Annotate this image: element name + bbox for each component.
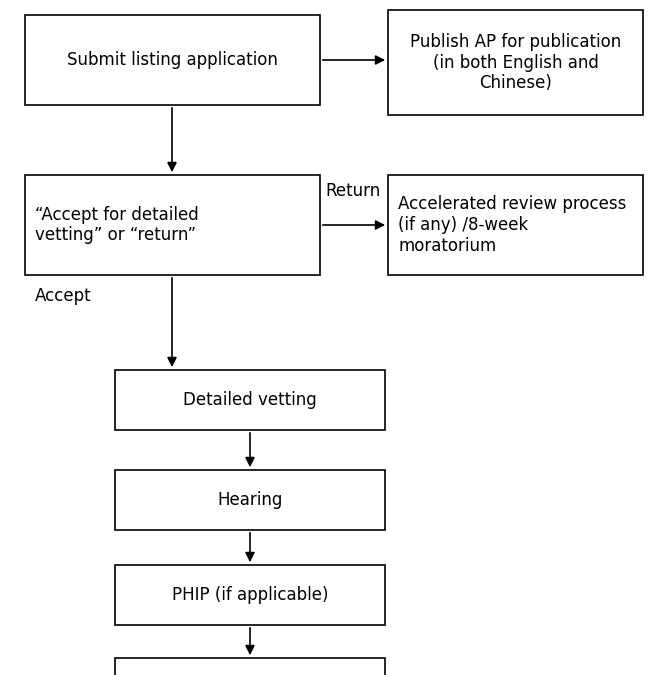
Text: Publish AP for publication
(in both English and
Chinese): Publish AP for publication (in both Engl…: [410, 32, 621, 92]
FancyBboxPatch shape: [25, 175, 320, 275]
FancyBboxPatch shape: [25, 15, 320, 105]
FancyBboxPatch shape: [388, 10, 643, 115]
Text: Return: Return: [325, 182, 380, 200]
FancyBboxPatch shape: [115, 470, 385, 530]
Text: Accelerated review process
(if any) /8-week
moratorium: Accelerated review process (if any) /8-w…: [398, 195, 626, 254]
FancyBboxPatch shape: [115, 565, 385, 625]
Text: Accept: Accept: [35, 287, 91, 305]
Text: Submit listing application: Submit listing application: [67, 51, 278, 69]
FancyBboxPatch shape: [388, 175, 643, 275]
Text: “Accept for detailed
vetting” or “return”: “Accept for detailed vetting” or “return…: [35, 206, 199, 244]
FancyBboxPatch shape: [115, 658, 385, 675]
Text: Hearing: Hearing: [217, 491, 283, 509]
Text: PHIP (if applicable): PHIP (if applicable): [171, 586, 328, 604]
Text: Detailed vetting: Detailed vetting: [183, 391, 317, 409]
FancyBboxPatch shape: [115, 370, 385, 430]
